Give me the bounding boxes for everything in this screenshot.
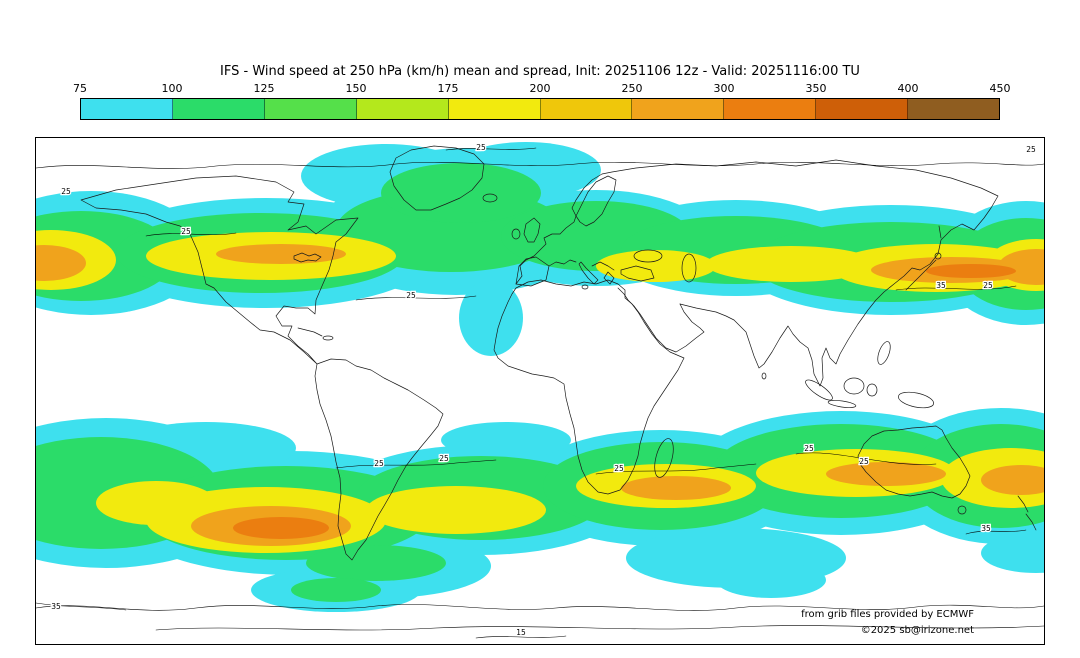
colorbar-tick: 250 bbox=[621, 82, 643, 95]
colorbar-tick: 400 bbox=[897, 82, 919, 95]
colorbar-segment bbox=[540, 99, 633, 119]
contour-label: 25 bbox=[439, 454, 449, 463]
colorbar-segment bbox=[81, 99, 173, 119]
colorbar: 75 100 125 150 175 200 250 300 350 400 450 bbox=[73, 82, 1011, 120]
attribution-source: from grib files provided by ECMWF bbox=[801, 609, 974, 620]
colorbar-tick: 450 bbox=[989, 82, 1011, 95]
colorbar-segment bbox=[448, 99, 541, 119]
colorbar-tick-labels: 75 100 125 150 175 200 250 300 350 400 450 bbox=[73, 82, 1011, 98]
contour-label: 25 bbox=[859, 457, 869, 466]
contour-label: 25 bbox=[614, 464, 624, 473]
colorbar-swatches bbox=[80, 98, 1000, 120]
contour-label: 25 bbox=[1026, 145, 1036, 154]
colorbar-tick: 75 bbox=[73, 82, 87, 95]
contour-label: 25 bbox=[374, 459, 384, 468]
colorbar-segment bbox=[816, 99, 909, 119]
colorbar-tick: 150 bbox=[345, 82, 367, 95]
contour-label: 15 bbox=[516, 628, 526, 637]
contour-label: 25 bbox=[983, 281, 993, 290]
colorbar-segment bbox=[264, 99, 357, 119]
attribution-copyright: ©2025 sb@irizone.net bbox=[860, 625, 974, 636]
contour-label: 25 bbox=[476, 143, 486, 152]
contour-label: 25 bbox=[406, 291, 416, 300]
colorbar-segment bbox=[908, 99, 1000, 119]
contour-label: 25 bbox=[61, 187, 71, 196]
contour-label: 25 bbox=[181, 227, 191, 236]
world-map: 25 25 25 25 25 35 25 25 25 25 25 25 35 35 15 from grib… bbox=[35, 137, 1045, 645]
map-svg: 25 25 25 25 25 35 25 25 25 25 25 25 35 35 15 bbox=[36, 142, 1044, 639]
colorbar-segment bbox=[632, 99, 725, 119]
contour-label: 25 bbox=[804, 444, 814, 453]
colorbar-tick: 200 bbox=[529, 82, 551, 95]
spread-contours bbox=[36, 147, 1044, 639]
colorbar-tick: 300 bbox=[713, 82, 735, 95]
page-title: IFS - Wind speed at 250 hPa (km/h) mean … bbox=[220, 64, 860, 79]
colorbar-tick: 125 bbox=[253, 82, 275, 95]
colorbar-segment bbox=[172, 99, 265, 119]
contour-label: 35 bbox=[51, 602, 61, 611]
colorbar-segment bbox=[724, 99, 817, 119]
colorbar-tick: 175 bbox=[437, 82, 459, 95]
colorbar-tick: 100 bbox=[161, 82, 183, 95]
colorbar-tick: 350 bbox=[805, 82, 827, 95]
contour-label: 35 bbox=[936, 281, 946, 290]
contour-value-labels: 25 25 25 25 25 35 25 25 25 25 25 25 35 35 15 bbox=[50, 142, 1037, 639]
colorbar-segment bbox=[356, 99, 449, 119]
wind-band-deep-orange bbox=[233, 264, 1016, 539]
coastlines bbox=[80, 145, 1037, 561]
contour-label: 35 bbox=[981, 524, 991, 533]
